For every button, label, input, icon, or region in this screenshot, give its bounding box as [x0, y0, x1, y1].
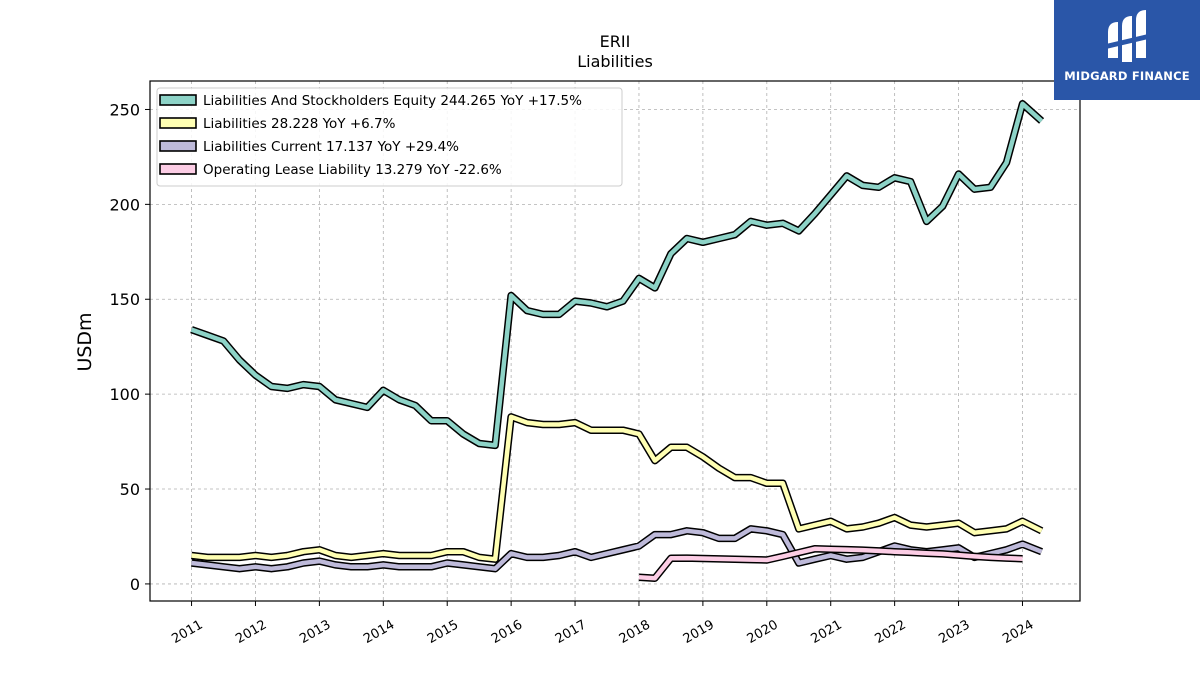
series-line	[190, 100, 1045, 450]
legend-label: Operating Lease Liability 13.279 YoY -22…	[203, 162, 502, 178]
series-line	[191, 413, 1044, 563]
legend-swatch	[159, 163, 197, 175]
y-tick-label: 100	[109, 385, 140, 404]
x-tick-label: 2017	[553, 617, 589, 647]
x-tick-label: 2019	[681, 617, 717, 647]
x-tick-label: 2020	[745, 617, 781, 647]
chart-subtitle: Liabilities	[577, 52, 653, 71]
midgard-finance-logo: MIDGARD FINANCE	[1054, 0, 1200, 100]
x-tick-label: 2015	[425, 617, 461, 647]
x-tick-label: 2022	[872, 617, 908, 647]
x-tick-label: 2012	[233, 617, 269, 647]
y-tick-label: 150	[109, 290, 140, 309]
y-axis-label: USDm	[74, 312, 96, 371]
plot-frame	[149, 80, 1081, 602]
series-line-stroke	[190, 101, 1044, 448]
x-tick-label: 2011	[169, 617, 205, 647]
series-line-stroke	[191, 414, 1043, 562]
y-tick-label: 250	[109, 100, 140, 119]
y-tick-label: 200	[109, 195, 140, 214]
legend-label: Liabilities 28.228 YoY +6.7%	[203, 116, 396, 132]
series-line-stroke	[638, 546, 1023, 581]
legend-label: Liabilities And Stockholders Equity 244.…	[203, 93, 582, 109]
series-lines	[190, 100, 1045, 582]
series-line-stroke	[191, 526, 1043, 571]
chart-title: ERII	[600, 32, 631, 51]
legend-swatch	[159, 140, 197, 152]
legend-swatch	[159, 94, 197, 106]
series-line	[191, 525, 1043, 573]
x-tick-label: 2016	[489, 617, 525, 647]
logo-name: MIDGARD FINANCE	[1064, 69, 1190, 83]
legend-label: Liabilities Current 17.137 YoY +29.4%	[203, 139, 459, 155]
legend-swatch	[159, 117, 197, 129]
x-tick-label: 2024	[1000, 617, 1036, 647]
series-line	[638, 545, 1023, 582]
x-tick-label: 2014	[361, 617, 397, 647]
x-tick-label: 2023	[936, 617, 972, 647]
y-tick-label: 50	[120, 480, 140, 499]
legend: Liabilities And Stockholders Equity 244.…	[156, 87, 623, 187]
x-tick-label: 2018	[617, 617, 653, 647]
logo-mark-icon	[1106, 10, 1148, 62]
y-tick-label: 0	[130, 575, 140, 594]
x-tick-label: 2021	[809, 617, 845, 647]
x-tick-label: 2013	[297, 617, 333, 647]
legend-box	[156, 87, 623, 187]
